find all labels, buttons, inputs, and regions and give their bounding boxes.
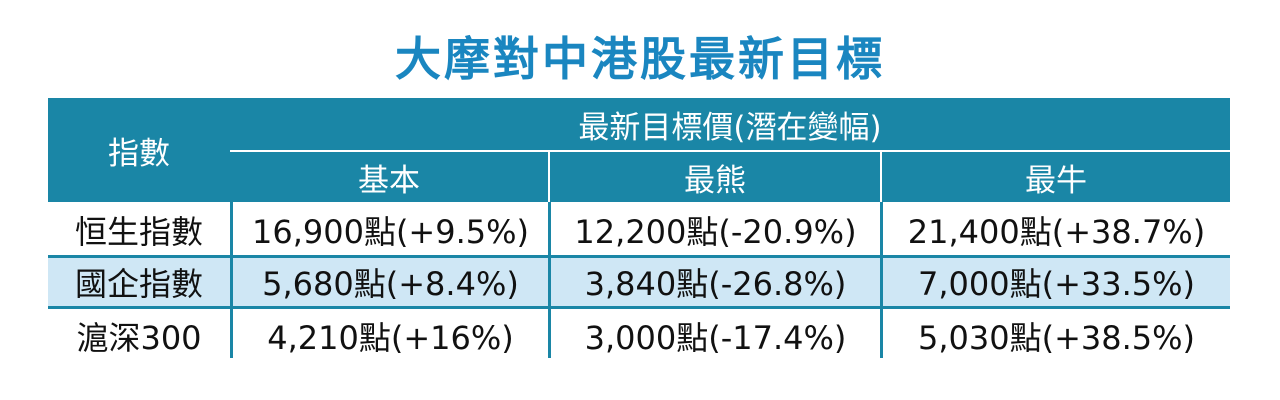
cell-value: 21,400點(+38.7%) <box>907 213 1206 251</box>
table-row-index: 恒生指數 <box>48 205 230 255</box>
target-table: 指數 最新目標價(潛在變幅) 基本 最熊 最牛 恒生指數 16,900點(+9.… <box>48 98 1230 362</box>
header-index: 指數 <box>48 98 230 202</box>
row-divider <box>48 255 1230 258</box>
header-scenario-bull: 最牛 <box>882 152 1230 202</box>
table-cell: 7,000點(+33.5%) <box>883 258 1230 306</box>
table-row-index: 滬深300 <box>48 309 230 362</box>
table-cell: 4,210點(+16%) <box>233 309 548 362</box>
table-cell: 21,400點(+38.7%) <box>883 205 1230 255</box>
column-divider <box>880 202 883 358</box>
header-scenario-label: 最牛 <box>1025 162 1087 199</box>
table-cell: 5,030點(+38.5%) <box>883 309 1230 362</box>
cell-value: 5,680點(+8.4%) <box>262 265 519 303</box>
cell-value: 7,000點(+33.5%) <box>917 265 1196 303</box>
header-group-label: 最新目標價(潛在變幅) <box>578 109 882 146</box>
cell-value: 16,900點(+9.5%) <box>251 213 530 251</box>
header-separator <box>230 150 1230 152</box>
table-cell: 3,840點(-26.8%) <box>551 258 880 306</box>
header-scenario-bear: 最熊 <box>550 152 880 202</box>
table-row-index: 國企指數 <box>48 258 230 306</box>
header-separator <box>880 152 882 202</box>
column-divider <box>548 202 551 358</box>
table-cell: 16,900點(+9.5%) <box>233 205 548 255</box>
cell-value: 3,000點(-17.4%) <box>584 318 847 357</box>
row-divider <box>48 306 1230 309</box>
header-scenario-base: 基本 <box>230 152 548 202</box>
row-index-label: 國企指數 <box>74 265 203 303</box>
cell-value: 3,840點(-26.8%) <box>584 265 847 303</box>
cell-value: 5,030點(+38.5%) <box>917 318 1196 357</box>
header-scenario-label: 基本 <box>358 162 420 199</box>
chart-title: 大摩對中港股最新目標 <box>395 32 885 86</box>
header-index-label: 指數 <box>108 135 170 172</box>
cell-value: 12,200點(-20.9%) <box>574 213 857 251</box>
row-index-label: 恒生指數 <box>74 213 203 251</box>
table-cell: 12,200點(-20.9%) <box>551 205 880 255</box>
header-separator <box>548 152 550 202</box>
table-cell: 5,680點(+8.4%) <box>233 258 548 306</box>
column-divider <box>230 202 233 358</box>
cell-value: 4,210點(+16%) <box>267 318 514 357</box>
header-group: 最新目標價(潛在變幅) <box>230 98 1230 150</box>
header-scenario-label: 最熊 <box>684 162 746 199</box>
row-index-label: 滬深300 <box>76 318 202 357</box>
table-cell: 3,000點(-17.4%) <box>551 309 880 362</box>
